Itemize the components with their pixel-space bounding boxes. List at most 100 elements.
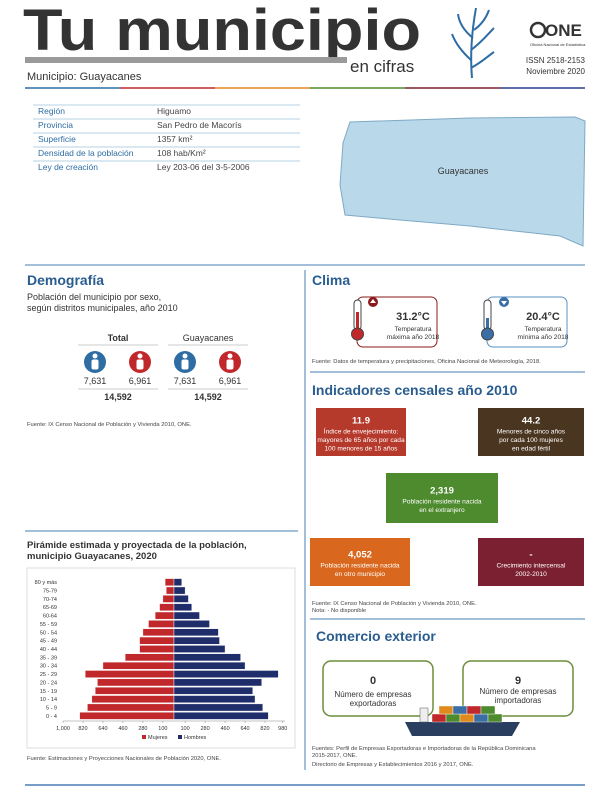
info-label: Superficie [38,134,76,144]
bar [166,586,175,595]
decoration [405,722,520,736]
x-tick-label: 640 [240,726,249,732]
source: Fuentes: Perfil de Empresas Exportadoras… [312,746,536,752]
x-tick-label: 100 [158,726,167,732]
age-label: 75-79 [43,589,57,595]
temperature-label: Temperatura [524,326,561,333]
info-value: Ley 203-06 del 3-5-2006 [157,162,250,172]
decoration: Total 7,631 6,961 14,592 Guayacanes 7,631 6,96… [78,333,248,402]
age-label: 70-74 [43,597,57,603]
indicator-box [310,538,410,586]
bar [91,695,175,703]
indicator-text: en edad fértil [512,445,551,452]
x-tick-label: 1,000 [56,726,70,732]
indicator-text: mayores de 65 años por cada [317,437,405,444]
x-tick-label: 460 [220,726,229,732]
trade-label: Número de empresas [335,690,412,699]
decoration [457,13,474,39]
bar [148,620,175,628]
bar [124,653,175,662]
x-tick-label: 820 [78,726,87,732]
decoration [25,57,347,63]
group-header: Guayacanes [183,333,234,343]
decoration [351,327,364,341]
decoration [322,660,434,717]
age-label: 45 - 49 [40,639,57,645]
decoration [25,264,585,786]
indicator-value: 44.2 [522,415,541,426]
indicator-box [386,473,498,523]
age-label: 40 - 44 [40,647,57,653]
indicator-text: Menores de cinco años [497,428,566,435]
total-count: 14,592 [104,392,132,402]
decoration [339,116,586,247]
bar [173,620,210,628]
age-label: 0 - 4 [46,714,57,720]
page-subtitle: en cifras [350,57,414,76]
bar [173,703,264,712]
person-icon [181,359,189,370]
logo: ONE [545,21,582,40]
decoration [529,21,547,39]
bar [79,712,175,720]
age-label: 15 - 19 [40,689,57,695]
men-count: 7,631 [174,376,197,386]
info-label: Provincia [38,120,73,130]
indicator-text: Índice de envejecimiento: [324,426,399,435]
chart-title: municipio Guayacanes, 2020 [27,551,157,562]
bar [173,686,254,695]
info-label: Ley de creación [38,162,98,172]
bar [173,670,279,678]
section-title: Comercio exterior [316,628,436,644]
chart-title: Pirámide estimada y proyectada de la pob… [27,540,247,551]
decoration [445,713,461,723]
person-icon [92,353,98,359]
info-value: 108 hab/Km² [157,148,206,158]
age-label: 60-64 [43,614,57,620]
decoration [481,327,494,341]
decoration [452,705,468,715]
source: 2015-2017, ONE. [312,753,358,759]
women-count: 6,961 [129,376,152,386]
decoration [487,713,503,723]
decoration [470,7,477,79]
page-title: Tu municipio [23,0,421,63]
bar [159,603,175,612]
source: Fuente: Datos de temperatura y precipita… [312,359,541,365]
trade-value: 0 [370,675,376,687]
decoration [451,33,472,61]
person-icon [226,359,234,370]
men-count: 7,631 [84,376,107,386]
bar [173,636,220,645]
decoration [501,301,507,305]
issn: ISSN 2518-2153 [526,56,586,65]
bar [164,578,175,586]
indicator-text: en otro municipio [335,571,386,578]
info-value: Higuamo [157,106,191,116]
indicator-text: en el extranjero [419,507,465,514]
info-value: San Pedro de Macorís [157,120,242,130]
decoration [473,9,490,31]
legend-swatch [178,735,182,739]
decoration [466,705,482,715]
indicator-value: 11.9 [352,415,370,426]
bar [139,636,175,645]
bar [173,586,186,595]
indicator-box [478,408,584,456]
bar [173,578,182,586]
section-title: Indicadores censales año 2010 [312,382,518,398]
indicator-box [316,408,406,456]
bar [173,603,192,612]
bar [173,611,200,620]
trade-label: exportadoras [350,699,397,708]
decoration [431,705,503,723]
indicator-value: 2,319 [430,486,454,497]
bar [173,712,269,720]
bar [142,628,175,637]
bar [97,678,175,687]
age-label: 80 y más [35,580,58,586]
bar [94,686,175,695]
age-label: 25 - 29 [40,672,57,678]
